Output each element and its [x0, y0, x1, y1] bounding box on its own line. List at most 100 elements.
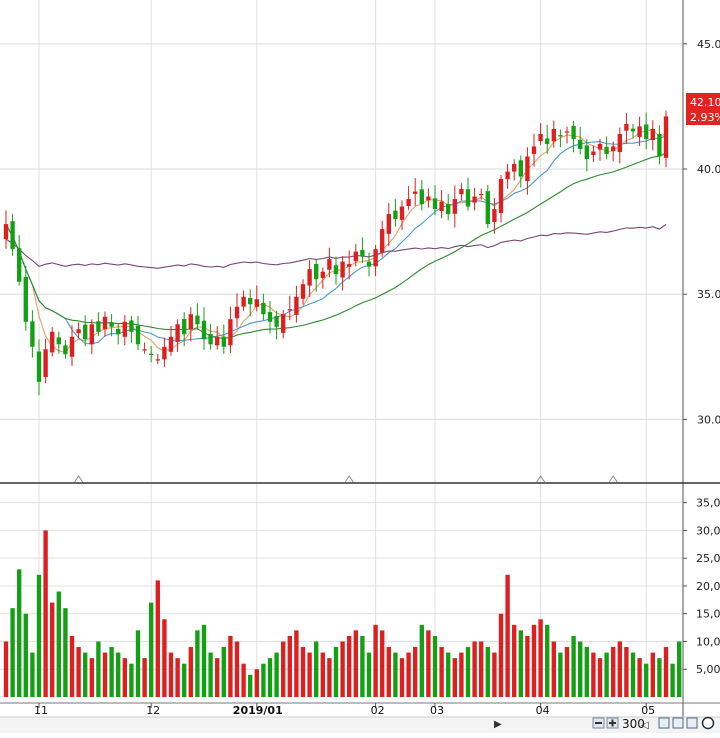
volume-bar	[380, 630, 385, 697]
volume-bar	[413, 647, 418, 697]
candle-body	[545, 138, 550, 144]
candle-body	[274, 315, 279, 327]
volume-bar	[386, 647, 391, 697]
volume-bar	[439, 647, 444, 697]
candle-body	[630, 128, 636, 132]
window-minimize-button[interactable]	[658, 717, 670, 729]
time-tick-label: 12	[146, 704, 160, 717]
volume-axis: 35,00 30,00 25,00 20,00 15,00 10,00 5,00	[683, 497, 720, 676]
candle-body	[221, 336, 226, 347]
volume-bar	[221, 647, 226, 697]
volume-bar	[294, 630, 299, 697]
volume-bar	[360, 635, 365, 697]
volume-bar	[96, 641, 101, 697]
volume-bar	[215, 658, 220, 697]
event-marker	[608, 475, 618, 483]
volume-bar	[327, 658, 332, 697]
volume-bar	[109, 647, 114, 697]
candle-body	[419, 189, 424, 205]
candle-body	[36, 351, 42, 382]
candle-body	[102, 316, 108, 330]
volume-tick-label: 25,00	[696, 552, 720, 565]
volume-bar	[479, 641, 484, 697]
volume-bar	[17, 569, 22, 697]
volume-tick-label: 5,00	[696, 663, 720, 676]
candle-body	[188, 314, 193, 330]
zoom-level-value: 300	[622, 717, 645, 731]
volume-tick-label: 10,00	[696, 635, 720, 648]
window-maximize-button[interactable]	[686, 717, 698, 729]
candle-body	[3, 224, 9, 240]
candle-body	[531, 146, 537, 154]
scroll-right-arrow-icon[interactable]: ▶	[494, 719, 502, 730]
volume-bar	[56, 591, 61, 697]
volume-bar	[604, 652, 609, 697]
clock-icon[interactable]	[701, 716, 715, 730]
volume-bar	[571, 635, 576, 697]
volume-bar	[677, 641, 682, 697]
volume-bar	[373, 624, 378, 697]
volume-bar	[670, 663, 675, 697]
price-tick-label: 35.00	[697, 288, 720, 301]
volume-bar	[43, 530, 48, 697]
volume-bar	[287, 635, 292, 697]
candle-body	[23, 276, 28, 322]
candle-body	[234, 306, 240, 319]
volume-bar	[426, 630, 431, 697]
candle-body	[142, 349, 147, 351]
volume-bar	[228, 635, 233, 697]
volume-tick-label: 20,00	[696, 580, 720, 593]
candle-body	[465, 189, 471, 207]
volume-bar	[63, 608, 68, 697]
volume-bar	[149, 602, 154, 697]
volume-bar	[195, 630, 200, 697]
volume-tick-label: 30,00	[696, 524, 720, 537]
gridlines	[0, 0, 683, 697]
window-restore-button[interactable]	[672, 717, 684, 729]
volume-series	[3, 530, 682, 697]
volume-bar	[89, 658, 94, 697]
last-price-tag-bg	[686, 93, 720, 125]
candle-body	[195, 315, 200, 325]
candle-body	[340, 261, 345, 278]
volume-bar	[254, 669, 259, 697]
candle-body	[307, 269, 312, 286]
time-tick-label: 11	[34, 704, 48, 717]
candle-body	[122, 321, 127, 337]
candle-body	[399, 206, 405, 220]
volume-bar	[465, 647, 471, 697]
candle-body	[591, 151, 596, 156]
candle-body	[564, 131, 570, 133]
candle-body	[201, 320, 207, 340]
volume-bar	[201, 624, 207, 697]
volume-bar	[406, 652, 411, 697]
candle-body	[492, 209, 497, 222]
volume-bar	[347, 635, 352, 697]
candle-body	[149, 353, 154, 355]
candle-body	[267, 312, 273, 322]
volume-bar	[353, 630, 358, 697]
candle-body	[281, 314, 286, 333]
candle-body	[558, 135, 563, 137]
zoom-toolbar: ▶ 300 ◁	[494, 716, 715, 731]
candle-body	[386, 214, 391, 234]
candle-body	[584, 145, 589, 159]
candle-body	[353, 251, 358, 262]
zoom-in-plus-icon-v	[611, 719, 614, 727]
price-tick-label: 45.00	[697, 38, 720, 51]
volume-bar	[644, 663, 649, 697]
volume-bar	[261, 663, 266, 697]
volume-bar	[584, 647, 589, 697]
candle-body	[413, 191, 418, 194]
scroll-left-arrow-icon[interactable]: ◁	[641, 720, 649, 731]
price-tick-label: 40.00	[697, 163, 720, 176]
volume-bar	[36, 574, 42, 697]
candle-body	[300, 284, 306, 299]
candle-body	[406, 199, 411, 206]
candle-body	[254, 299, 259, 307]
candle-body	[366, 261, 372, 267]
candlestick-series	[3, 110, 669, 396]
volume-bar	[630, 652, 636, 697]
